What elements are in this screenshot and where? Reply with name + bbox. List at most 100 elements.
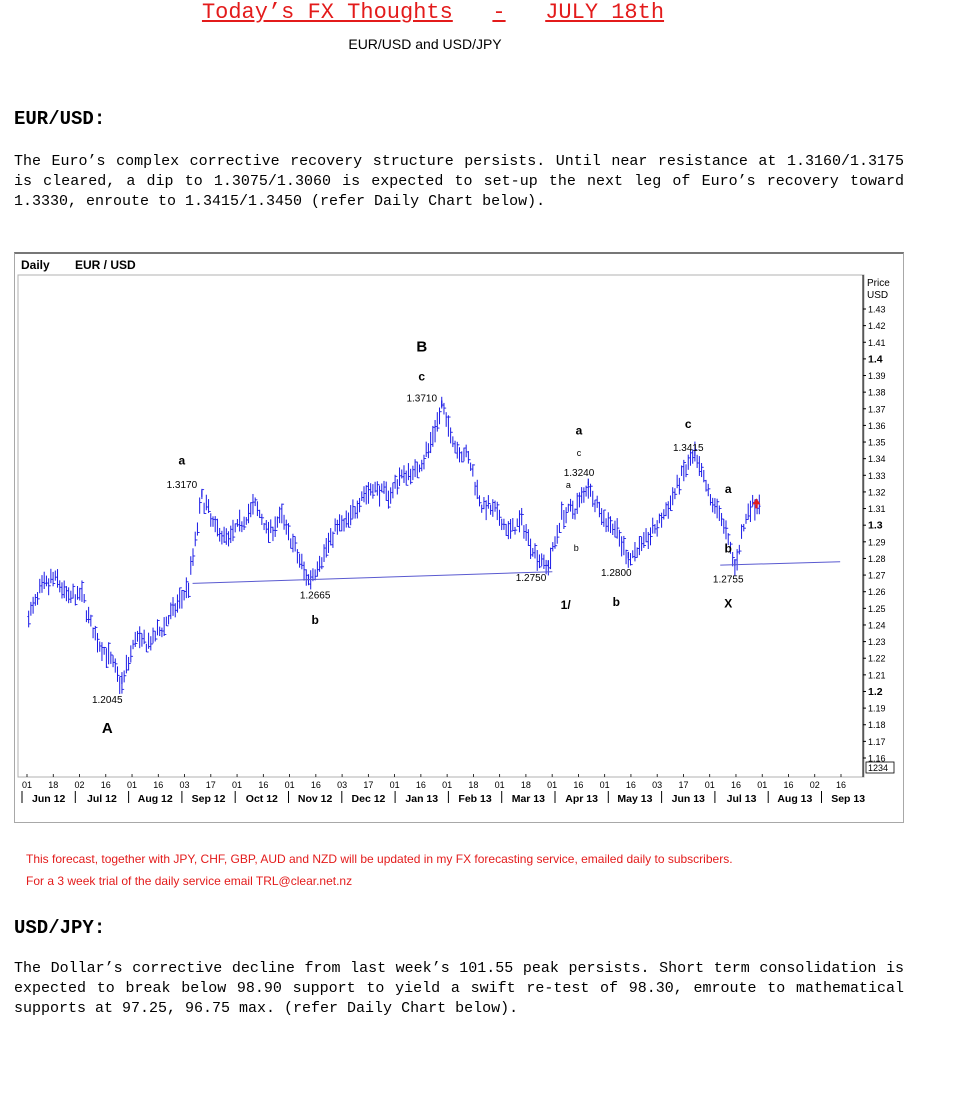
price-bar <box>598 501 601 518</box>
price-bar <box>746 503 750 520</box>
price-bar <box>338 514 341 532</box>
price-bar <box>184 577 188 599</box>
price-tick-label: 1.39 <box>868 371 886 381</box>
price-bar <box>669 495 672 512</box>
price-bar <box>666 501 670 519</box>
price-bar <box>73 585 77 606</box>
price-bar <box>435 412 439 432</box>
price-bar <box>455 441 459 459</box>
price-bar <box>684 461 688 478</box>
price-bar <box>491 499 495 517</box>
price-bar <box>160 627 164 638</box>
price-bar <box>218 527 222 542</box>
price-bar <box>193 531 197 557</box>
price-bar <box>740 524 743 552</box>
price-bar <box>553 536 557 549</box>
price-tick-label: 1.4 <box>868 353 883 365</box>
price-tick-label: 1.28 <box>868 554 886 564</box>
promo-line-2: For a 3 week trial of the daily service … <box>26 874 353 888</box>
price-bar <box>722 518 726 534</box>
price-bar <box>216 518 219 537</box>
price-bar <box>27 610 31 628</box>
price-bar <box>62 580 66 599</box>
price-bar <box>58 580 62 593</box>
price-bars <box>27 396 761 694</box>
price-bar <box>751 494 755 508</box>
price-tick-label: 1.36 <box>868 421 886 431</box>
price-tick-label: 1.34 <box>868 454 886 464</box>
price-bar <box>178 587 182 609</box>
price-bar <box>424 441 428 459</box>
price-bar <box>78 587 82 601</box>
month-label: Jan 13 <box>405 793 438 805</box>
price-bar <box>438 407 441 429</box>
price-bar <box>304 569 308 586</box>
red-up-arrow-icon <box>752 498 761 509</box>
price-bar <box>713 498 717 514</box>
price-bar <box>109 642 113 664</box>
price-bar <box>167 615 170 627</box>
price-tick-label: 1.19 <box>868 704 886 714</box>
price-bar <box>697 456 701 476</box>
price-bar <box>222 526 226 543</box>
month-label: Jun 13 <box>672 793 705 805</box>
price-bar <box>422 454 426 470</box>
month-label: Sep 13 <box>831 793 865 805</box>
price-bar <box>384 481 388 501</box>
price-bar <box>240 521 244 533</box>
price-bar <box>324 538 328 558</box>
price-bar <box>224 528 228 545</box>
price-bar <box>71 583 75 599</box>
price-bar <box>96 626 99 653</box>
price-tick-label: 1.32 <box>868 487 886 497</box>
month-label: Dec 12 <box>352 793 386 805</box>
price-bar <box>295 542 299 564</box>
price-tick-label: 1.24 <box>868 620 886 630</box>
price-bar <box>136 630 139 644</box>
price-bar <box>267 521 270 543</box>
price-bar <box>515 518 519 531</box>
price-bar <box>271 526 275 542</box>
price-tick-label: 1.41 <box>868 338 886 348</box>
price-tick-label: 1.35 <box>868 438 886 448</box>
month-label: Jul 13 <box>727 793 757 805</box>
price-bar <box>535 545 539 571</box>
usdjpy-heading: USD/JPY: <box>14 917 106 939</box>
price-tick-label: 1.33 <box>868 471 886 481</box>
day-tick-label: 01 <box>22 780 32 790</box>
page-title: Today’s FX Thoughts - JULY 18th <box>0 0 866 26</box>
price-bar <box>447 415 450 437</box>
price-bar <box>655 520 659 537</box>
price-bar <box>500 516 504 531</box>
price-bar <box>493 500 497 512</box>
day-tick-label: 18 <box>521 780 531 790</box>
month-label: Jun 12 <box>32 793 65 805</box>
price-bar <box>675 474 679 495</box>
price-bar <box>176 594 179 613</box>
price-bar <box>329 528 333 546</box>
price-axis-unit: USD <box>867 290 888 301</box>
price-bar <box>353 506 357 519</box>
price-bar <box>529 538 532 559</box>
price-bar <box>189 556 193 597</box>
price-bar <box>144 641 148 653</box>
price-bar <box>87 606 91 624</box>
day-tick-label: 16 <box>626 780 636 790</box>
price-bar <box>431 425 435 447</box>
price-bar <box>362 486 366 503</box>
trendlines <box>192 561 841 584</box>
price-bar <box>69 590 73 604</box>
price-bar <box>411 465 415 483</box>
price-bar <box>664 502 668 517</box>
price-bar <box>489 503 492 515</box>
period-label: Daily <box>21 258 50 272</box>
price-bar <box>451 431 455 448</box>
price-bar <box>593 499 597 513</box>
price-bar <box>613 520 617 538</box>
price-bar <box>380 483 384 493</box>
price-bar <box>342 518 346 532</box>
wave-label: A <box>102 720 113 737</box>
price-bar <box>107 642 111 668</box>
price-tick-label: 1.25 <box>868 604 886 614</box>
price-bar <box>635 547 639 558</box>
